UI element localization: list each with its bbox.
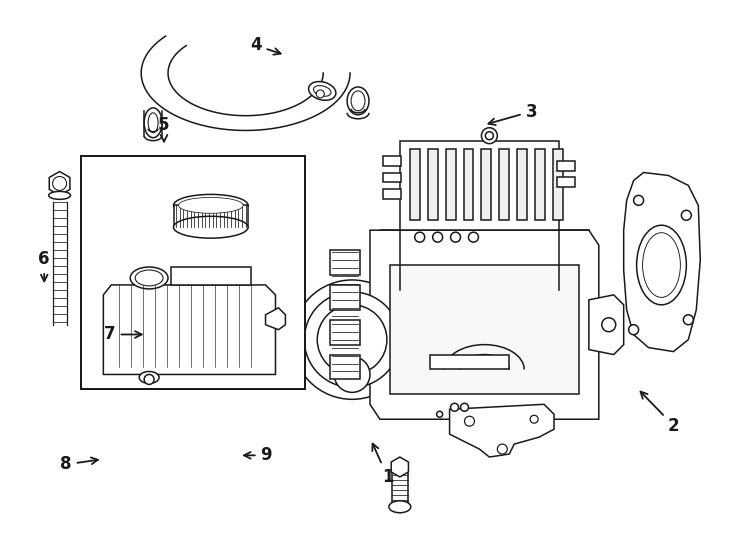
Polygon shape xyxy=(449,404,554,457)
Circle shape xyxy=(681,210,691,220)
Bar xyxy=(330,320,360,345)
Polygon shape xyxy=(103,285,275,374)
Text: 9: 9 xyxy=(244,447,272,464)
Ellipse shape xyxy=(313,86,331,96)
Circle shape xyxy=(305,292,400,387)
Bar xyxy=(428,148,437,220)
Bar xyxy=(535,148,545,220)
Bar xyxy=(482,148,491,220)
Circle shape xyxy=(292,280,412,400)
Ellipse shape xyxy=(144,108,162,138)
Text: 2: 2 xyxy=(641,392,680,435)
Ellipse shape xyxy=(178,198,243,213)
Circle shape xyxy=(498,444,507,454)
Circle shape xyxy=(415,232,425,242)
Bar xyxy=(499,148,509,220)
Circle shape xyxy=(683,315,694,325)
Ellipse shape xyxy=(389,501,411,513)
Bar xyxy=(383,156,401,166)
Bar xyxy=(517,148,527,220)
Bar xyxy=(174,205,247,227)
Circle shape xyxy=(144,374,154,384)
Bar xyxy=(330,250,360,275)
Polygon shape xyxy=(266,308,286,330)
Bar xyxy=(446,148,456,220)
Circle shape xyxy=(317,305,387,374)
Ellipse shape xyxy=(135,270,163,286)
Ellipse shape xyxy=(308,82,336,100)
Bar xyxy=(553,148,563,220)
Ellipse shape xyxy=(642,233,680,298)
Polygon shape xyxy=(391,457,408,477)
Ellipse shape xyxy=(48,191,70,199)
Bar xyxy=(557,160,575,171)
Polygon shape xyxy=(624,172,700,352)
Text: 3: 3 xyxy=(488,103,537,125)
Polygon shape xyxy=(589,295,624,355)
Text: 7: 7 xyxy=(104,326,142,343)
Bar xyxy=(557,178,575,187)
Bar xyxy=(330,355,360,380)
Ellipse shape xyxy=(139,372,159,383)
Circle shape xyxy=(482,128,498,144)
Circle shape xyxy=(451,232,460,242)
Bar xyxy=(330,285,360,310)
Circle shape xyxy=(628,325,639,335)
Ellipse shape xyxy=(173,217,248,238)
Circle shape xyxy=(485,132,493,140)
Bar xyxy=(463,148,473,220)
Ellipse shape xyxy=(351,91,365,111)
Bar xyxy=(81,156,305,389)
Bar xyxy=(392,467,408,505)
Circle shape xyxy=(451,403,459,411)
Circle shape xyxy=(53,177,67,191)
Circle shape xyxy=(633,195,644,205)
Circle shape xyxy=(334,356,370,393)
Ellipse shape xyxy=(173,194,248,217)
Ellipse shape xyxy=(636,225,686,305)
Bar xyxy=(383,172,401,183)
Circle shape xyxy=(530,415,538,423)
Ellipse shape xyxy=(148,113,158,133)
Bar xyxy=(390,265,579,394)
Bar xyxy=(410,148,420,220)
Ellipse shape xyxy=(347,87,369,115)
Bar xyxy=(171,267,250,285)
Polygon shape xyxy=(370,230,599,419)
Bar xyxy=(400,140,559,230)
Circle shape xyxy=(316,90,324,98)
Text: 6: 6 xyxy=(38,250,50,281)
Circle shape xyxy=(468,232,479,242)
Text: 5: 5 xyxy=(159,116,170,141)
Circle shape xyxy=(432,232,443,242)
Bar xyxy=(383,190,401,199)
Circle shape xyxy=(460,403,468,411)
Bar xyxy=(429,355,509,369)
Circle shape xyxy=(465,416,474,426)
Polygon shape xyxy=(380,230,589,419)
Text: 8: 8 xyxy=(60,455,98,474)
Circle shape xyxy=(602,318,616,332)
Text: 4: 4 xyxy=(250,36,280,55)
Ellipse shape xyxy=(130,267,168,289)
Circle shape xyxy=(437,411,443,417)
Polygon shape xyxy=(49,172,70,195)
Text: 1: 1 xyxy=(372,443,393,486)
